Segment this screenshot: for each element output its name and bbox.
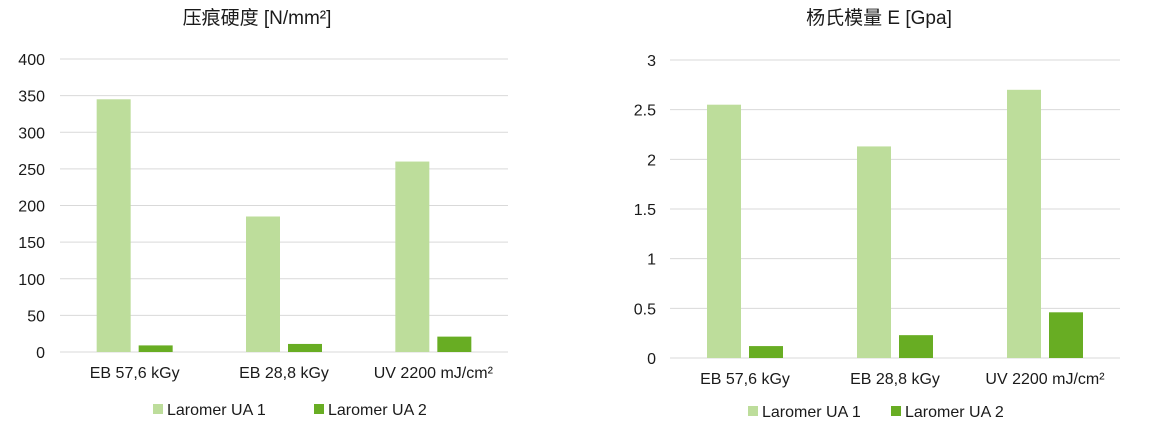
legend: Laromer UA 1 Laromer UA 2 (153, 402, 427, 419)
legend-label-ua1: Laromer UA 1 (167, 402, 266, 419)
bar-ua1 (395, 161, 430, 352)
y-tick-label: 300 (18, 125, 45, 142)
bar-ua1 (96, 99, 131, 352)
legend-swatch-ua1 (153, 404, 163, 414)
chart-title: 杨氏模量 E [Gpa] (806, 7, 952, 29)
y-axis-ticks: 0 0.5 1 1.5 2 2.5 3 (634, 53, 656, 368)
x-category-label: EB 28,8 kGy (850, 371, 940, 388)
y-axis-ticks: 0 50 100 150 200 250 300 350 400 (18, 52, 45, 362)
legend-swatch-ua2 (314, 404, 324, 414)
chart-title: 压痕硬度 [N/mm²] (183, 7, 332, 29)
chart-panel-modulus: 杨氏模量 E [Gpa] 0 0.5 1 1.5 2 2.5 3 EB 57,6 kGy EB… (590, 0, 1150, 429)
legend-swatch-ua2 (891, 406, 901, 416)
x-category-label: UV 2200 mJ/cm² (374, 365, 494, 382)
bars (96, 99, 472, 352)
y-tick-label: 1.5 (634, 202, 656, 219)
bar-ua2 (288, 343, 322, 352)
hardness-chart: 压痕硬度 [N/mm²] 0 50 100 150 200 250 300 350 400 EB… (18, 7, 508, 419)
bar-ua2 (899, 335, 933, 358)
bar-ua1 (1007, 89, 1041, 359)
legend-swatch-ua1 (748, 406, 758, 416)
x-axis-categories: EB 57,6 kGy EB 28,8 kGy UV 2200 mJ/cm² (700, 371, 1105, 388)
gridlines (670, 59, 1120, 359)
y-tick-label: 250 (18, 162, 45, 179)
legend-label-ua2: Laromer UA 2 (905, 404, 1004, 421)
bar-ua2 (1049, 312, 1083, 358)
x-axis-categories: EB 57,6 kGy EB 28,8 kGy UV 2200 mJ/cm² (90, 365, 494, 382)
y-tick-label: 0 (647, 351, 656, 368)
bar-ua1 (707, 104, 741, 358)
bar-ua2 (749, 346, 783, 358)
legend: Laromer UA 1 Laromer UA 2 (748, 404, 1004, 421)
bar-ua2 (138, 345, 173, 352)
y-tick-label: 150 (18, 235, 45, 252)
y-tick-label: 50 (27, 308, 45, 325)
bars (707, 89, 1083, 359)
bar-ua1 (246, 216, 280, 352)
gridlines (60, 58, 508, 353)
chart-panel-hardness: 压痕硬度 [N/mm²] 0 50 100 150 200 250 300 350 400 EB… (0, 0, 560, 429)
y-tick-label: 200 (18, 199, 45, 216)
y-tick-label: 2 (647, 152, 656, 169)
bar-ua2 (437, 336, 472, 352)
y-tick-label: 1 (647, 252, 656, 269)
bar-ua1 (857, 146, 891, 358)
y-tick-label: 400 (18, 52, 45, 69)
x-category-label: EB 57,6 kGy (90, 365, 180, 382)
x-category-label: UV 2200 mJ/cm² (985, 371, 1105, 388)
y-tick-label: 100 (18, 272, 45, 289)
y-tick-label: 0.5 (634, 301, 656, 318)
legend-label-ua1: Laromer UA 1 (762, 404, 861, 421)
y-tick-label: 3 (647, 53, 656, 70)
y-tick-label: 0 (36, 345, 45, 362)
y-tick-label: 2.5 (634, 103, 656, 120)
modulus-chart: 杨氏模量 E [Gpa] 00.511.522.53 EB 57,6 kGy EB… (634, 7, 1120, 421)
x-category-label: EB 57,6 kGy (700, 371, 790, 388)
x-category-label: EB 28,8 kGy (239, 365, 329, 382)
y-tick-label: 350 (18, 89, 45, 106)
legend-label-ua2: Laromer UA 2 (328, 402, 427, 419)
